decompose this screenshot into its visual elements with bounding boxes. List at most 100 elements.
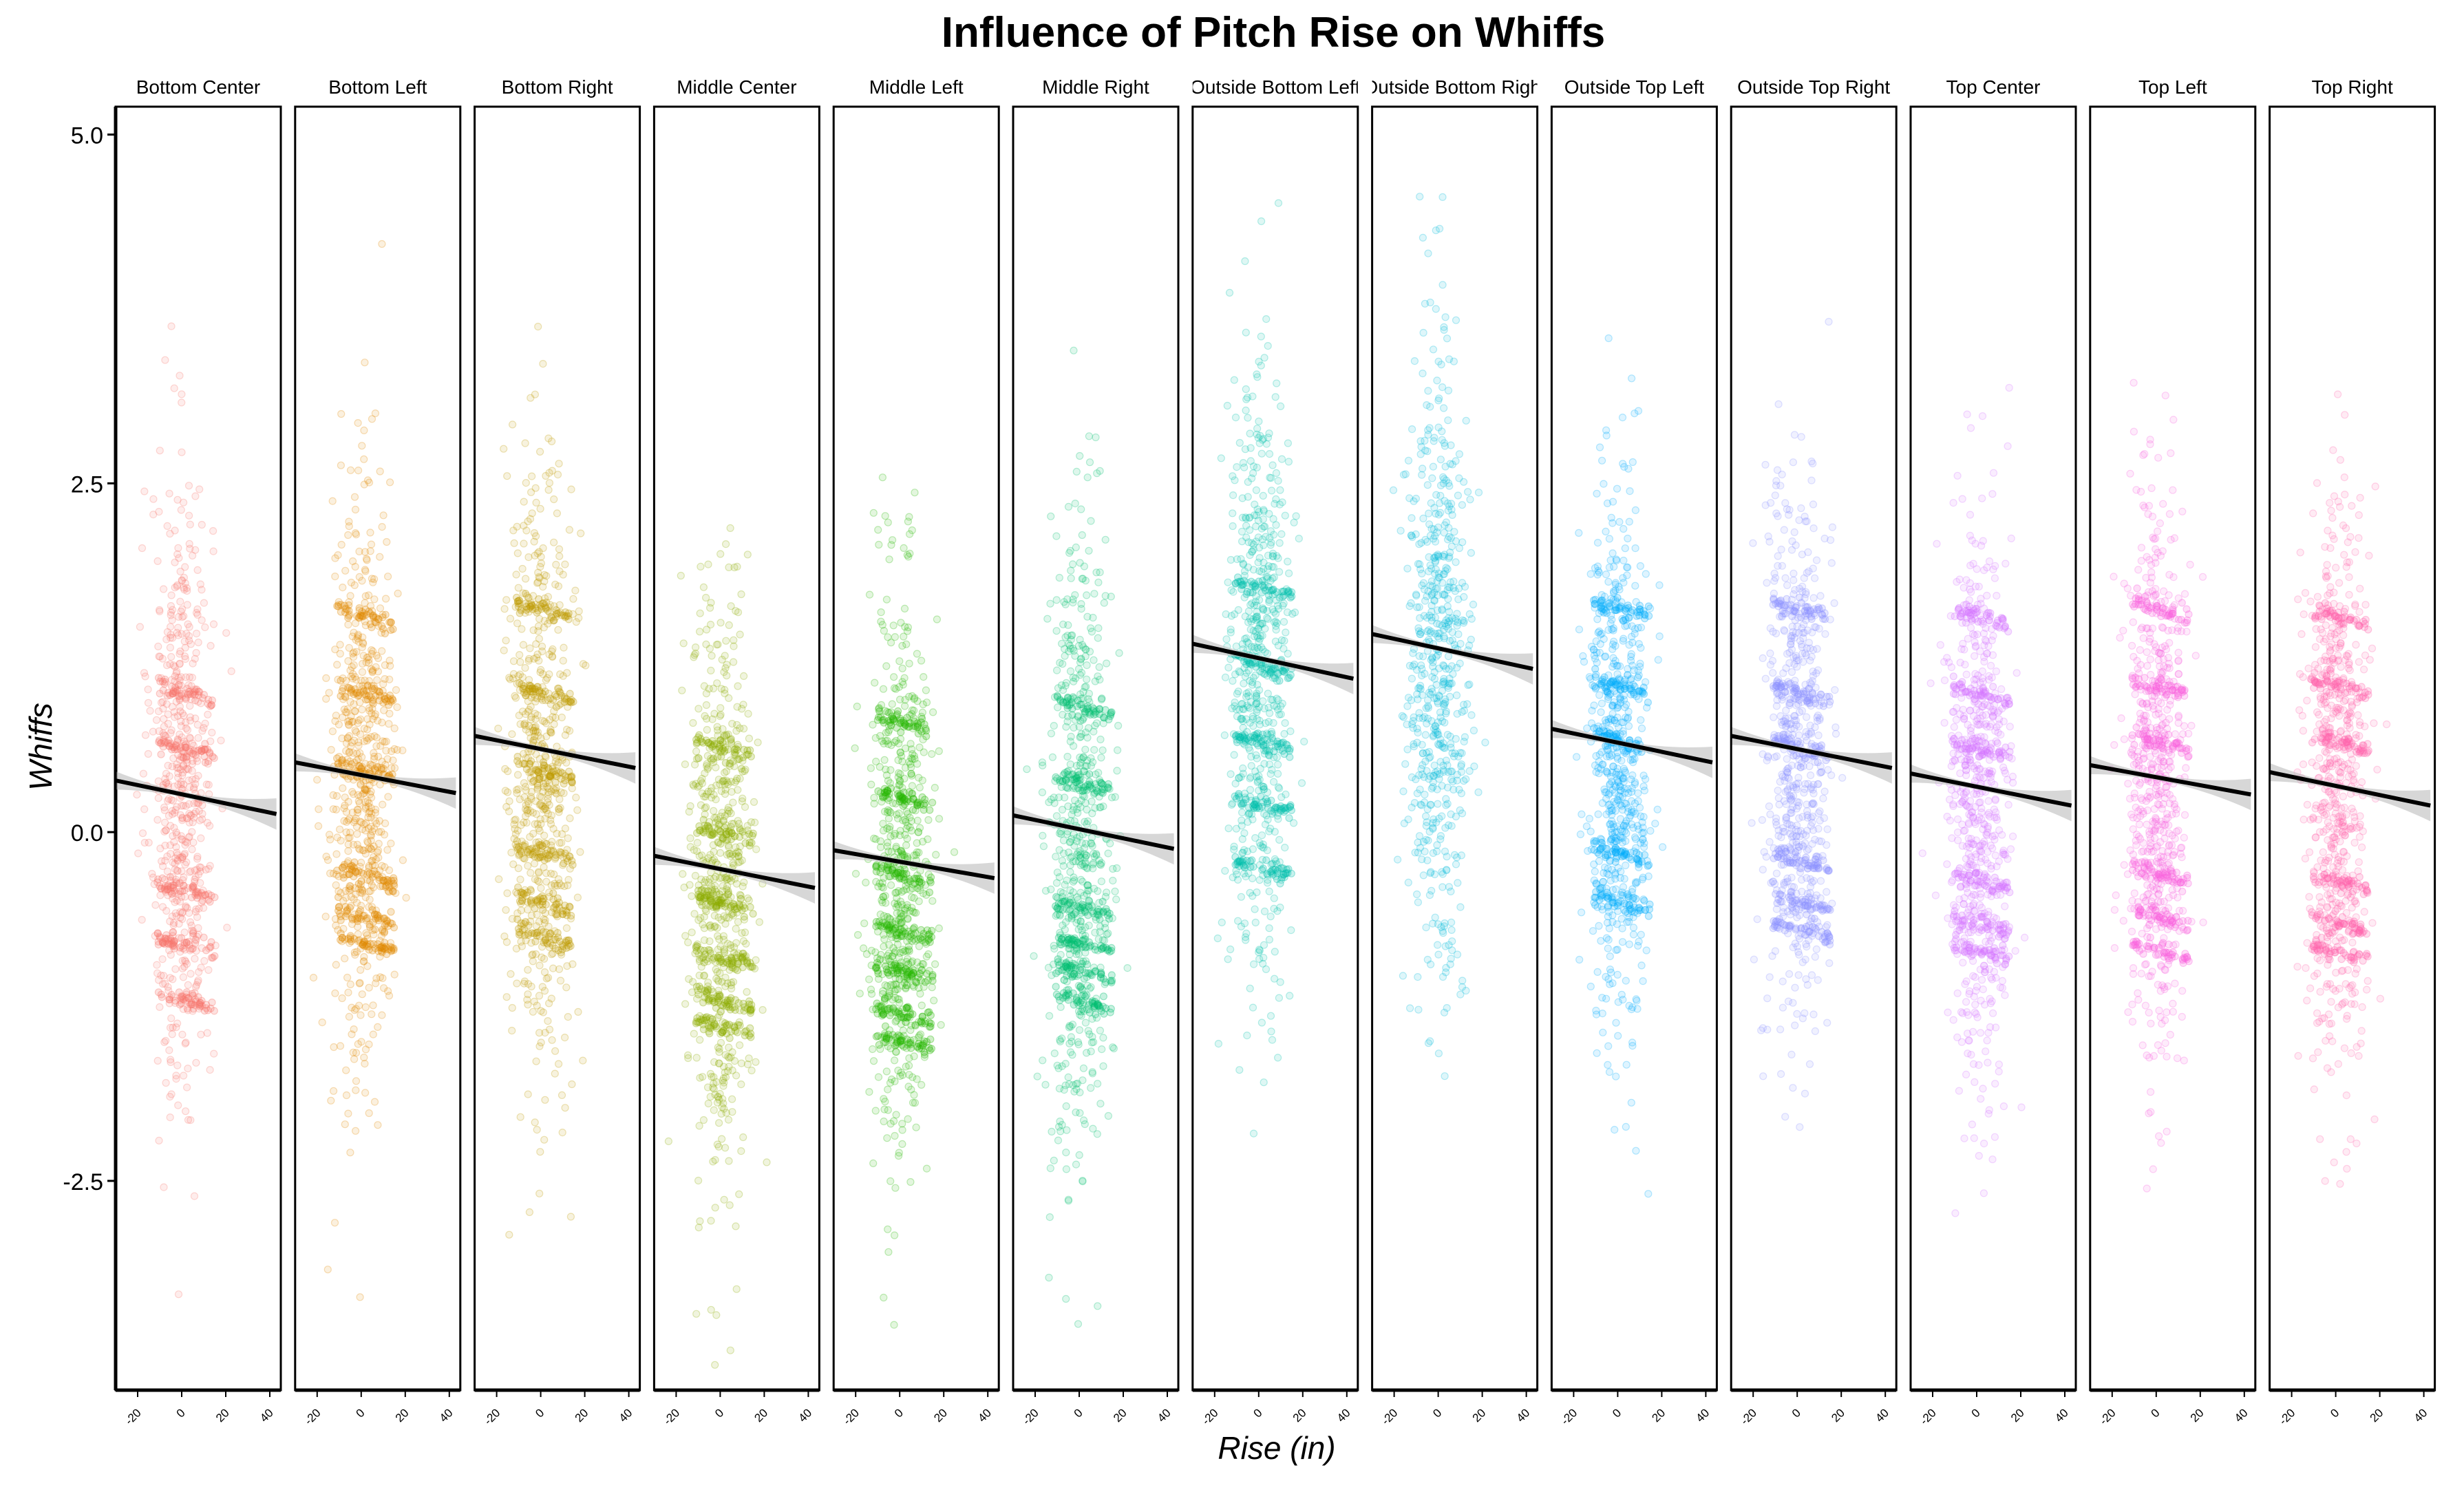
- data-point: [343, 907, 351, 916]
- data-point: [376, 937, 384, 945]
- data-point: [195, 863, 204, 871]
- data-point: [1074, 800, 1083, 808]
- x-tick-label: 40: [617, 1406, 635, 1425]
- data-point: [878, 716, 886, 725]
- data-point: [716, 812, 725, 821]
- data-point: [892, 903, 900, 911]
- data-point: [363, 681, 372, 690]
- data-point: [336, 909, 344, 918]
- data-point: [169, 881, 177, 889]
- data-point: [1081, 577, 1090, 585]
- data-point: [739, 882, 747, 891]
- data-point: [881, 1022, 890, 1030]
- data-point: [193, 913, 202, 921]
- data-point: [172, 697, 180, 706]
- data-point: [363, 787, 371, 795]
- data-point: [323, 1266, 332, 1274]
- data-point: [164, 739, 172, 747]
- data-point: [177, 607, 185, 616]
- data-point: [681, 932, 690, 940]
- data-point: [884, 924, 893, 933]
- data-point: [1095, 663, 1103, 672]
- data-point: [540, 571, 549, 579]
- data-point: [1068, 940, 1076, 949]
- data-point: [910, 983, 918, 991]
- data-point: [916, 800, 924, 809]
- data-point: [562, 911, 571, 919]
- data-point: [874, 970, 882, 978]
- data-point: [365, 659, 373, 667]
- data-point: [705, 685, 713, 693]
- data-point: [329, 805, 337, 813]
- data-point: [919, 1041, 927, 1049]
- data-point: [743, 894, 752, 902]
- data-point: [527, 734, 535, 742]
- data-point: [334, 721, 343, 729]
- data-point: [341, 601, 349, 610]
- data-point: [565, 767, 573, 776]
- data-point: [895, 719, 904, 727]
- data-point: [536, 841, 544, 849]
- data-point: [893, 909, 901, 917]
- data-point: [707, 599, 715, 607]
- data-point: [745, 1054, 753, 1063]
- data-point: [897, 792, 905, 800]
- data-point: [895, 795, 904, 803]
- data-point: [533, 1125, 541, 1134]
- data-point: [900, 876, 909, 884]
- data-point: [736, 952, 745, 961]
- data-point: [524, 593, 533, 602]
- data-point: [522, 765, 531, 774]
- data-point: [505, 807, 513, 816]
- data-point: [175, 934, 183, 942]
- data-point: [708, 1072, 716, 1081]
- scatter-points: [494, 323, 590, 1239]
- data-point: [544, 809, 553, 818]
- data-point: [714, 1093, 723, 1102]
- data-point: [724, 999, 732, 1007]
- data-point: [518, 707, 527, 716]
- data-point: [537, 602, 545, 611]
- data-point: [385, 866, 394, 875]
- data-point: [741, 1003, 749, 1012]
- data-point: [362, 610, 370, 619]
- data-point: [876, 732, 884, 740]
- data-point: [902, 984, 910, 993]
- data-point: [361, 599, 369, 607]
- data-point: [178, 605, 187, 613]
- data-point: [359, 688, 368, 696]
- data-point: [162, 738, 170, 747]
- data-point: [892, 842, 900, 851]
- data-point: [360, 725, 368, 733]
- data-point: [1087, 517, 1095, 525]
- data-point: [379, 882, 387, 891]
- data-point: [381, 883, 390, 891]
- data-point: [194, 924, 202, 932]
- data-point: [734, 957, 742, 966]
- data-point: [527, 472, 536, 480]
- data-point: [733, 745, 741, 754]
- data-point: [394, 589, 402, 598]
- data-point: [545, 888, 553, 897]
- data-point: [692, 947, 701, 955]
- data-point: [353, 612, 361, 620]
- data-point: [1101, 592, 1109, 600]
- data-point: [157, 884, 165, 893]
- data-point: [555, 795, 564, 804]
- data-point: [925, 1019, 933, 1027]
- data-point: [707, 754, 715, 763]
- data-point: [540, 1136, 549, 1144]
- data-point: [172, 879, 181, 888]
- data-point: [692, 994, 701, 1003]
- data-point: [714, 1014, 722, 1022]
- data-point: [163, 661, 171, 670]
- data-point: [167, 883, 175, 891]
- data-point: [908, 526, 916, 535]
- data-point: [348, 920, 357, 928]
- data-point: [1072, 1085, 1081, 1094]
- confidence-band: [474, 727, 636, 784]
- data-point: [690, 1030, 698, 1038]
- data-point: [173, 712, 182, 720]
- data-point: [361, 1059, 369, 1068]
- data-point: [1074, 857, 1083, 866]
